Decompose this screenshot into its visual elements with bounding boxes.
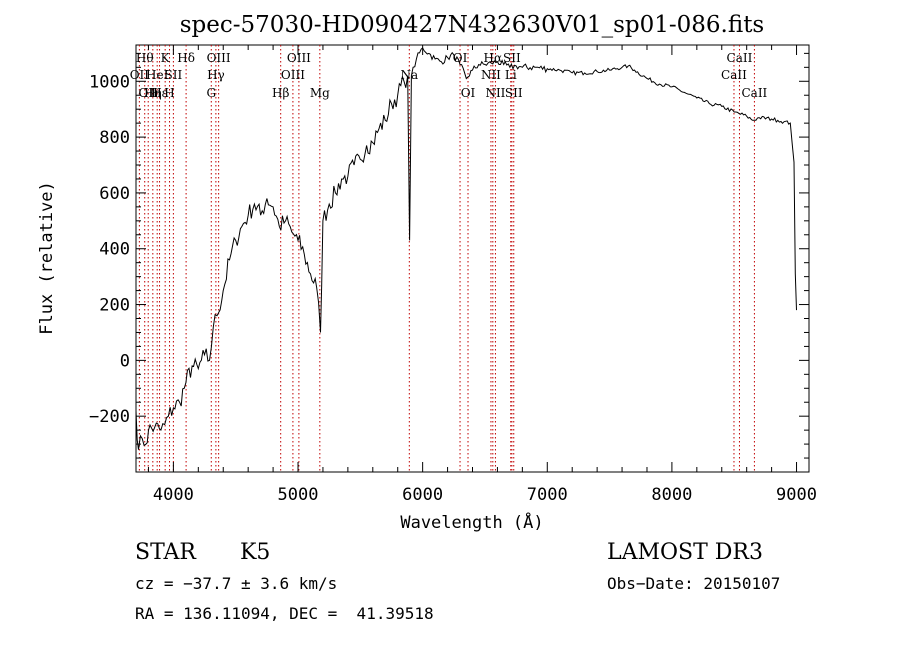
object-class: STAR xyxy=(135,540,196,565)
survey-name: LAMOST DR3 xyxy=(607,540,763,565)
spectral-line-label: OII xyxy=(130,68,150,82)
object-subclass: K5 xyxy=(240,540,271,565)
x-tick-label: 6000 xyxy=(402,485,443,505)
x-tick-label: 9000 xyxy=(776,485,817,505)
spectral-line-label: NII xyxy=(485,86,505,100)
coordinates: RA = 136.11094, DEC = 41.39518 xyxy=(135,604,434,623)
y-axis-label: Flux (relative) xyxy=(37,181,57,335)
x-tick-label: 8000 xyxy=(651,485,692,505)
x-tick-label: 7000 xyxy=(527,485,568,505)
x-tick-label: 4000 xyxy=(153,485,194,505)
spectral-line-label: Li xyxy=(505,68,517,82)
redshift-velocity: cz = −37.7 ± 3.6 km/s xyxy=(135,574,338,593)
chart-title: spec-57030-HD090427N432630V01_sp01-086.f… xyxy=(180,12,765,38)
spectral-line-markers xyxy=(138,45,755,472)
spectral-line-label: Hδ xyxy=(177,51,195,65)
spectral-line-label: Hη xyxy=(144,86,162,100)
x-axis-label: Wavelength (Å) xyxy=(400,511,543,533)
y-tick-label: 800 xyxy=(99,128,130,148)
spectral-line-label: OI xyxy=(461,86,476,100)
y-axis: −200 0 200 400 600 800 1000 xyxy=(89,52,809,459)
spectral-line-label: OIII xyxy=(281,68,305,82)
spectral-line-label: Hθ xyxy=(136,51,154,65)
spectral-line-label: Hγ xyxy=(207,68,225,82)
spectral-line-label: Na xyxy=(400,68,418,82)
spectral-line-label: OII xyxy=(139,86,159,100)
y-tick-label: −200 xyxy=(89,407,130,427)
spectral-line-label: Hβ xyxy=(272,86,289,100)
spectral-line-label: G xyxy=(206,86,216,100)
spectral-line-label: NII xyxy=(481,68,501,82)
spectral-line-label: SII xyxy=(505,86,523,100)
y-tick-label: 0 xyxy=(120,351,130,371)
spectral-line-label: H xyxy=(164,86,174,100)
spectral-line-label: CaII xyxy=(741,86,767,100)
spectral-line-label: OIII xyxy=(207,51,231,65)
spectral-line-label: OIII xyxy=(287,51,311,65)
spectral-line-label: CaII xyxy=(721,68,747,82)
spectral-line-label: K xyxy=(161,51,171,65)
flux-series-line xyxy=(135,46,797,450)
spectral-line-label: SII xyxy=(503,51,521,65)
plot-frame xyxy=(135,44,810,473)
x-tick-label: 5000 xyxy=(278,485,319,505)
y-tick-label: 1000 xyxy=(89,72,130,92)
y-tick-label: 400 xyxy=(99,240,130,260)
spectral-line-labels: OIIHθOIIHηHeIHεKHSIIHδGHγOIIIHβOIIIOIIIM… xyxy=(130,51,768,100)
spectral-line-label: Hε xyxy=(151,86,168,100)
x-axis: 4000 5000 6000 7000 8000 9000 xyxy=(147,45,817,505)
spectral-line-label: SII xyxy=(165,68,183,82)
spectral-line-label: CaII xyxy=(727,51,753,65)
spectral-line-label: OI xyxy=(453,51,468,65)
observation-date: Obs−Date: 20150107 xyxy=(607,574,781,593)
spectral-line-label: Mg xyxy=(310,86,330,100)
y-tick-label: 200 xyxy=(99,296,130,316)
y-tick-label: 600 xyxy=(99,184,130,204)
spectral-line-label: HeI xyxy=(146,68,169,82)
